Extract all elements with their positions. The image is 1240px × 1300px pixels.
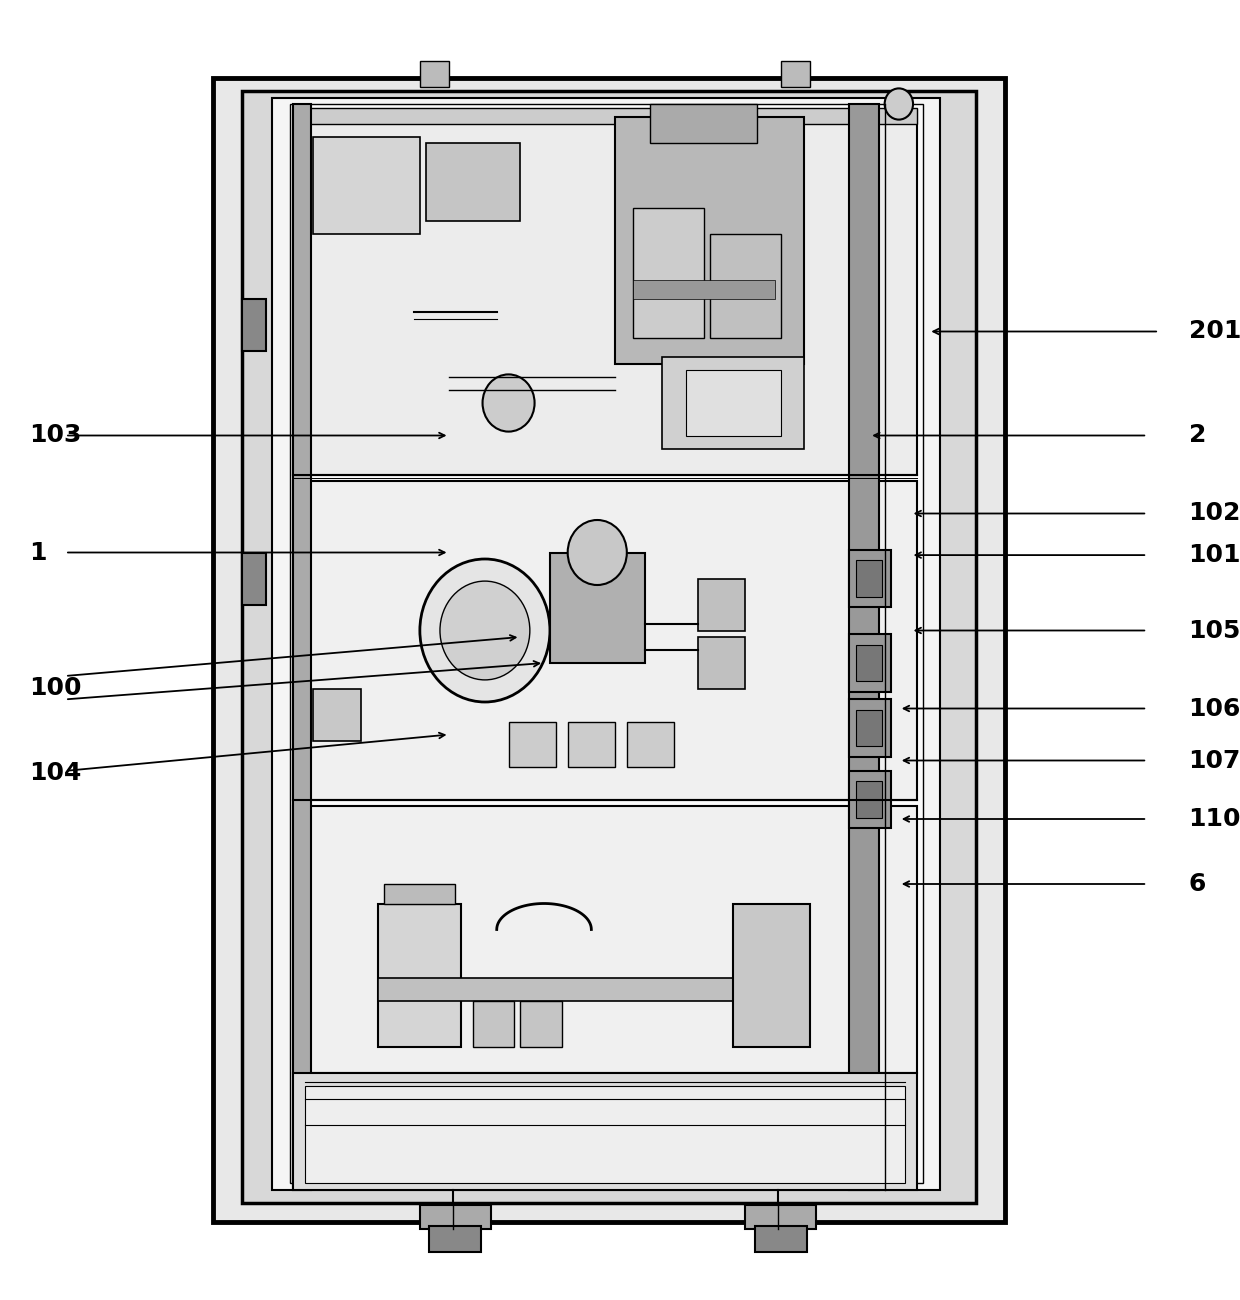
Bar: [294, 481, 916, 800]
Text: 104: 104: [30, 762, 82, 785]
Circle shape: [482, 374, 534, 432]
Bar: [425, 143, 521, 221]
Text: 101: 101: [1189, 543, 1240, 567]
Bar: [272, 98, 940, 1190]
Bar: [849, 771, 890, 828]
Text: 107: 107: [1189, 749, 1240, 772]
Bar: [849, 699, 890, 757]
Bar: [651, 104, 756, 143]
Circle shape: [440, 581, 529, 680]
Circle shape: [420, 559, 551, 702]
Bar: [709, 234, 780, 338]
Text: 100: 100: [30, 676, 82, 699]
Bar: [857, 560, 883, 597]
Bar: [568, 722, 615, 767]
Bar: [474, 1001, 515, 1046]
Bar: [429, 1226, 481, 1252]
Bar: [294, 108, 916, 124]
Bar: [378, 978, 733, 1001]
Bar: [290, 104, 923, 1183]
Bar: [521, 1001, 562, 1046]
Bar: [243, 552, 267, 604]
Text: 105: 105: [1189, 619, 1240, 642]
Bar: [632, 280, 775, 299]
Bar: [243, 91, 976, 1202]
Bar: [857, 781, 883, 818]
Bar: [627, 722, 675, 767]
Bar: [551, 552, 645, 663]
Bar: [314, 136, 420, 234]
Bar: [686, 370, 780, 436]
Bar: [420, 61, 449, 87]
Bar: [615, 117, 805, 364]
Bar: [632, 208, 704, 338]
Bar: [849, 104, 879, 1190]
Bar: [508, 722, 556, 767]
Bar: [849, 634, 890, 692]
Bar: [857, 710, 883, 746]
Text: 106: 106: [1189, 697, 1240, 720]
Bar: [314, 689, 361, 741]
Text: 6: 6: [1189, 872, 1207, 896]
Bar: [755, 1226, 806, 1252]
Bar: [857, 645, 883, 681]
Bar: [780, 61, 810, 87]
Bar: [243, 299, 267, 351]
Bar: [384, 884, 455, 904]
Bar: [849, 550, 890, 607]
Bar: [294, 806, 916, 1072]
Text: 103: 103: [30, 424, 82, 447]
Bar: [733, 903, 810, 1046]
Text: 110: 110: [1189, 807, 1240, 831]
Circle shape: [568, 520, 627, 585]
Text: 2: 2: [1189, 424, 1207, 447]
Text: 102: 102: [1189, 502, 1240, 525]
Text: 1: 1: [30, 541, 47, 564]
Bar: [662, 358, 805, 448]
Bar: [213, 78, 1006, 1222]
Text: 201: 201: [1189, 320, 1240, 343]
Bar: [420, 1205, 491, 1228]
Bar: [745, 1205, 816, 1228]
Bar: [698, 637, 745, 689]
Bar: [294, 111, 916, 474]
Bar: [378, 903, 461, 1046]
Circle shape: [884, 88, 913, 120]
Bar: [698, 578, 745, 630]
Bar: [294, 1072, 916, 1190]
Bar: [294, 104, 311, 1190]
Bar: [305, 1086, 905, 1183]
